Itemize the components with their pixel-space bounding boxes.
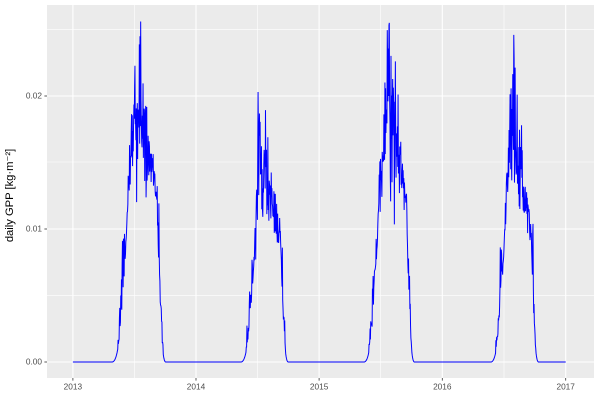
svg-text:2016: 2016 [433,382,452,392]
svg-text:2015: 2015 [310,382,329,392]
svg-text:daily GPP [kg·m⁻²]: daily GPP [kg·m⁻²] [4,149,16,242]
svg-text:0.02: 0.02 [26,91,43,101]
svg-text:2017: 2017 [556,382,575,392]
svg-text:2014: 2014 [187,382,206,392]
svg-text:0.01: 0.01 [26,224,43,234]
svg-text:0.00: 0.00 [26,357,43,367]
svg-text:2013: 2013 [64,382,83,392]
